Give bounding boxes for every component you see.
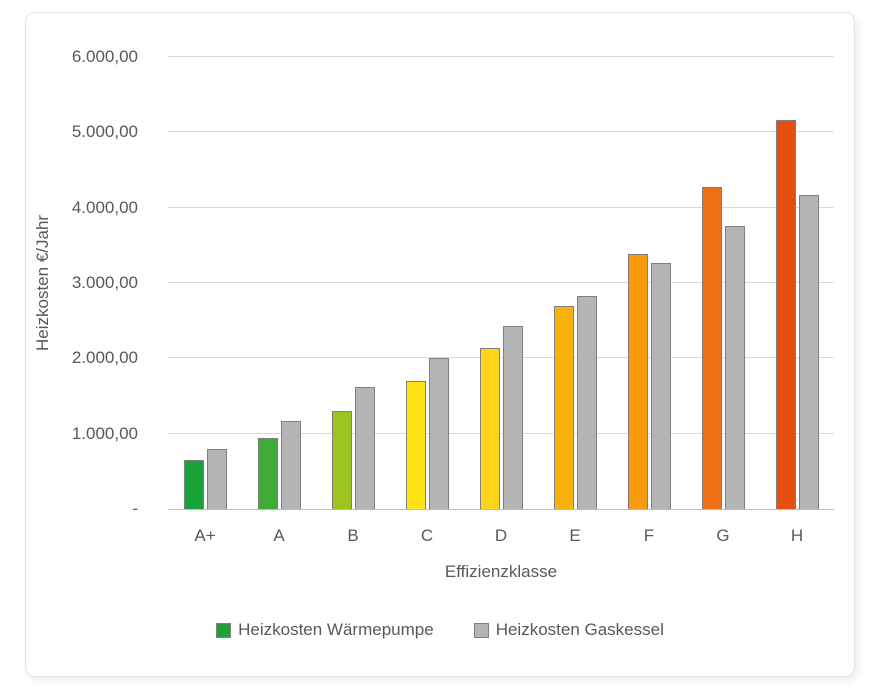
y-tick-label: - xyxy=(132,499,138,518)
y-tick-label: 5.000,00 xyxy=(71,122,138,142)
gridline xyxy=(168,131,834,133)
x-tick-label: D xyxy=(494,526,508,545)
legend-item-gaskessel: Heizkosten Gaskessel xyxy=(473,620,664,640)
bar-gaskessel-H xyxy=(798,194,819,509)
plot-area xyxy=(168,56,834,510)
bar-gaskessel-B xyxy=(354,386,375,509)
bar-waermepumpe-E xyxy=(553,305,574,509)
gridline xyxy=(168,56,834,57)
y-tick-label: 1.000,00 xyxy=(71,423,138,443)
gridline xyxy=(168,206,834,208)
bar-waermepumpe-B xyxy=(331,411,352,509)
bar-gaskessel-A xyxy=(280,420,301,509)
bar-waermepumpe-F xyxy=(627,253,648,509)
legend: Heizkosten Wärmepumpe Heizkosten Gaskess… xyxy=(26,620,854,640)
y-tick-label: 3.000,00 xyxy=(71,273,138,292)
x-tick-label: A+ xyxy=(194,526,216,545)
legend-swatch-waermepumpe-icon xyxy=(216,622,232,638)
y-tick-label: 6.000,00 xyxy=(71,47,138,66)
bar-waermepumpe-C xyxy=(405,380,426,509)
legend-label-gaskessel: Heizkosten Gaskessel xyxy=(495,620,664,639)
x-tick-label: G xyxy=(716,526,730,545)
legend-label-waermepumpe: Heizkosten Wärmepumpe xyxy=(238,620,434,639)
bar-waermepumpe-G xyxy=(701,186,722,509)
bar-gaskessel-F xyxy=(650,262,671,509)
bar-waermepumpe-A+ xyxy=(183,460,204,509)
x-tick-label: H xyxy=(790,526,804,545)
gridline xyxy=(168,432,834,434)
x-tick-label: B xyxy=(347,526,359,545)
chart-card: Heizkosten €/Jahr Effizienzklasse Heizko… xyxy=(25,12,855,677)
y-tick-label: 4.000,00 xyxy=(71,197,138,217)
x-axis-title: Effizienzklasse xyxy=(444,562,558,581)
bar-waermepumpe-A xyxy=(257,438,278,509)
x-tick-label: E xyxy=(569,526,581,545)
y-tick-label: 2.000,00 xyxy=(71,348,138,368)
legend-swatch-gaskessel-icon xyxy=(473,622,489,638)
gridline xyxy=(168,282,834,283)
bar-gaskessel-C xyxy=(428,358,449,509)
bar-gaskessel-A+ xyxy=(206,448,227,509)
bar-gaskessel-E xyxy=(576,295,597,509)
bar-waermepumpe-D xyxy=(479,347,500,509)
x-tick-label: C xyxy=(420,526,434,545)
x-tick-label: F xyxy=(643,526,655,545)
gridline xyxy=(168,357,834,359)
bar-gaskessel-G xyxy=(724,225,745,509)
bar-gaskessel-D xyxy=(502,325,523,509)
x-tick-label: A xyxy=(273,526,285,545)
bar-waermepumpe-H xyxy=(775,119,796,509)
legend-item-waermepumpe: Heizkosten Wärmepumpe xyxy=(216,620,434,640)
